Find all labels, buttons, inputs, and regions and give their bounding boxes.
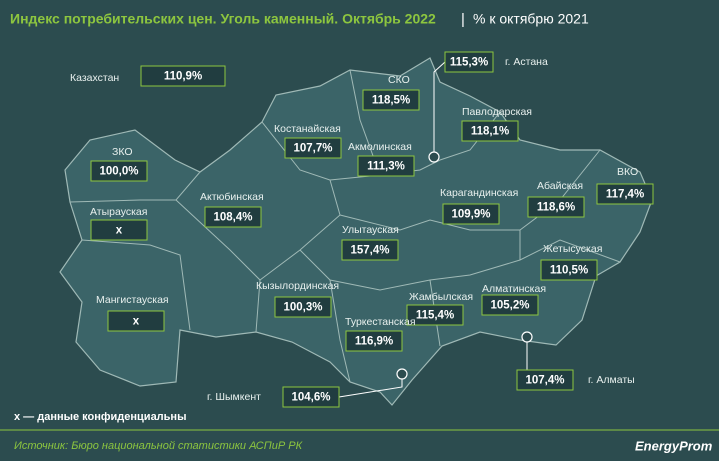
region-value: 107,7%	[293, 143, 332, 155]
region-value: 118,6%	[537, 202, 575, 214]
value-box	[442, 203, 500, 225]
value-box	[516, 369, 574, 391]
region-value: 116,9%	[355, 336, 393, 348]
value-box	[284, 137, 342, 159]
country-shape	[59, 57, 653, 406]
connector	[433, 61, 446, 157]
source: Источник: Бюро национальной статистики А…	[14, 440, 303, 452]
value-box	[274, 296, 332, 318]
value-box	[527, 196, 585, 218]
value-box	[444, 51, 494, 73]
region-name: Туркестанская	[345, 316, 416, 328]
footnote: х — данные конфиденциальны	[14, 411, 186, 423]
region-name: Атырауская	[90, 206, 147, 218]
region-name: Жамбылская	[409, 291, 473, 303]
value-box	[362, 89, 420, 111]
title: Индекс потребительских цен. Уголь каменн…	[10, 11, 436, 27]
region-name: Мангистауская	[96, 294, 169, 306]
region-value: х	[133, 316, 140, 328]
region-value: 115,3%	[450, 57, 488, 69]
region-value: 109,9%	[451, 209, 490, 221]
region-value: 107,4%	[525, 375, 564, 387]
value-box	[540, 259, 598, 281]
region-name: г. Шымкент	[207, 391, 261, 403]
region-value: 110,5%	[550, 265, 588, 277]
city-marker	[428, 151, 440, 163]
region-name: Акмолинская	[348, 141, 412, 153]
value-box	[461, 120, 519, 142]
city-marker	[521, 331, 533, 343]
region-name: Кызылординская	[256, 280, 339, 292]
region-name: ВКО	[617, 166, 638, 178]
region-value: 115,4%	[416, 310, 454, 322]
value-box	[357, 155, 415, 177]
value-box	[107, 310, 165, 332]
region-name: Казахстан	[70, 72, 119, 84]
region-name: Алматинская	[482, 283, 546, 295]
region-name: Павлодарская	[462, 106, 532, 118]
region-value: 118,1%	[471, 126, 509, 138]
region-name: СКО	[388, 74, 410, 86]
value-box	[345, 330, 403, 352]
value-box	[481, 294, 539, 316]
region-name: Абайская	[537, 180, 583, 192]
logo: EnergyProm	[635, 438, 713, 453]
value-box	[204, 206, 262, 228]
region-name: Улытауская	[342, 224, 399, 236]
value-box	[140, 65, 226, 87]
region-name: г. Астана	[505, 56, 548, 68]
region-value: 117,4%	[606, 189, 644, 201]
region-value: 111,3%	[367, 161, 405, 173]
region-name: Карагандинская	[440, 187, 518, 199]
region-value: 110,9%	[164, 71, 202, 83]
region-value: х	[116, 225, 123, 237]
value-box	[596, 183, 654, 205]
title-separator: |	[461, 11, 465, 28]
region-name: Костанайская	[274, 123, 341, 135]
value-box	[90, 160, 148, 182]
labels: Казахстан 110,9% г. Астана 115,3% СКО 118,5% П…	[70, 51, 654, 408]
value-box	[406, 304, 464, 326]
value-box	[341, 239, 399, 261]
region-value: 100,0%	[99, 166, 138, 178]
region-value: 108,4%	[213, 212, 252, 224]
region-value: 157,4%	[350, 245, 389, 257]
subtitle: % к октябрю 2021	[473, 11, 589, 27]
region-name: Актюбинская	[200, 191, 264, 203]
region-value: 104,6%	[291, 392, 330, 404]
region-name: ЗКО	[112, 146, 133, 158]
city-marker	[396, 368, 408, 380]
region-value: 105,2%	[490, 300, 529, 312]
value-box	[282, 386, 340, 408]
region-name: г. Алматы	[588, 374, 635, 386]
region-value: 100,3%	[283, 302, 322, 314]
value-box	[90, 219, 148, 241]
region-value: 118,5%	[372, 95, 410, 107]
region-name: Жетысуская	[543, 243, 602, 255]
